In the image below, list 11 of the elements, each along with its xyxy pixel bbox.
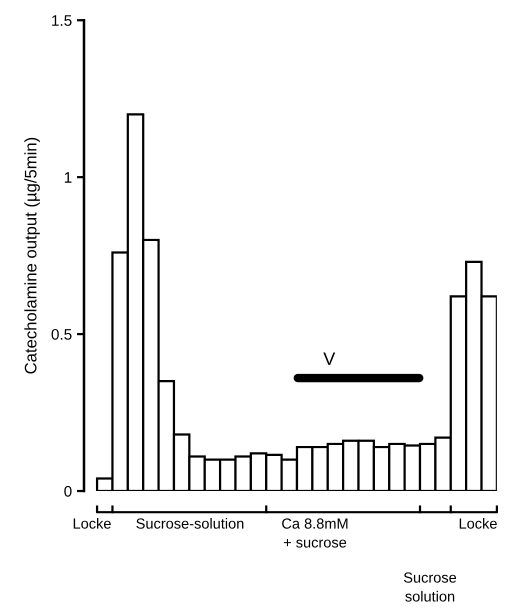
y-tick-label: 0.5 (52, 328, 72, 340)
y-tick-label: 0 (64, 486, 72, 497)
text: Locke (460, 518, 497, 529)
text: Ca 8.8mM + sucrose (282, 518, 348, 548)
text: Sucrose solution (404, 572, 456, 602)
ref-line-label: V (323, 352, 336, 365)
y-tick-label: 1.5 (52, 15, 72, 26)
text: Locke (74, 518, 111, 529)
y-tick-label: 1 (64, 172, 72, 183)
text: Sucrose-solution (136, 518, 244, 529)
y-axis-title: Catecholamine output (µg/5min) (24, 138, 40, 374)
